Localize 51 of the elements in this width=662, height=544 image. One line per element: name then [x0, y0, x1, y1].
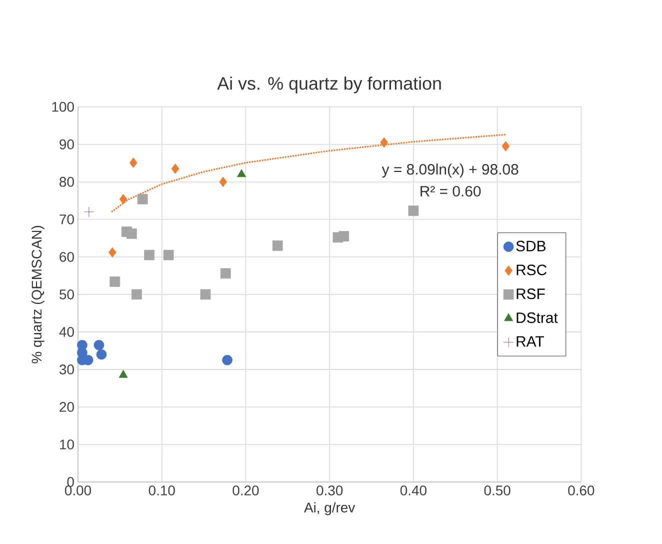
legend-label: RAT	[516, 336, 544, 347]
point	[137, 194, 148, 204]
point	[272, 240, 283, 251]
point	[126, 228, 137, 239]
x-tick-label: 0.40	[400, 486, 426, 496]
point	[502, 141, 510, 152]
point	[222, 354, 232, 366]
y-tick-label: 20	[60, 402, 74, 412]
y-axis-title: % quartz (QEMSCAN)	[31, 226, 44, 364]
point	[84, 206, 94, 218]
legend-label: SDB	[516, 240, 546, 252]
y-tick-label: 10	[60, 440, 74, 450]
point	[408, 206, 419, 216]
point	[129, 158, 138, 168]
y-tick-label: 80	[60, 176, 74, 187]
point	[144, 250, 154, 260]
point	[237, 169, 246, 178]
legend-label: DStrat	[516, 312, 558, 323]
point	[108, 247, 116, 258]
legend-label: RSC	[516, 264, 547, 276]
y-tick-label: 70	[60, 214, 74, 224]
point	[94, 340, 104, 350]
x-tick-label: 0.60	[568, 486, 594, 496]
y-tick-label: 50	[60, 289, 74, 300]
point	[200, 289, 211, 300]
legend-label: RSF	[516, 288, 545, 300]
y-tick-label: 60	[60, 252, 74, 262]
annotation: R² = 0.60	[420, 186, 481, 197]
point	[110, 276, 120, 287]
y-tick-label: 90	[60, 139, 74, 150]
y-tick-label: 40	[59, 326, 74, 337]
point	[380, 137, 388, 148]
point	[163, 250, 174, 260]
chart-title: Ai vs. % quartz by formation	[217, 76, 441, 94]
x-tick-label: 0.20	[232, 486, 259, 496]
point	[171, 164, 180, 174]
point	[220, 268, 231, 279]
annotation: y = 8.09ln(x) + 98.08	[382, 164, 518, 178]
point	[132, 289, 142, 300]
point	[219, 176, 228, 188]
x-tick-label: 0.10	[148, 486, 175, 496]
x-tick-label: 0.50	[484, 486, 510, 496]
point	[96, 349, 107, 360]
x-tick-label: 0.30	[316, 486, 343, 496]
y-tick-label: 30	[59, 364, 74, 374]
y-tick-label: 100	[52, 102, 74, 112]
x-axis-title: Ai, g/rev	[304, 502, 356, 516]
point	[338, 231, 350, 242]
point	[119, 194, 128, 204]
point	[118, 370, 128, 378]
x-tick-label: 0.00	[64, 486, 92, 496]
